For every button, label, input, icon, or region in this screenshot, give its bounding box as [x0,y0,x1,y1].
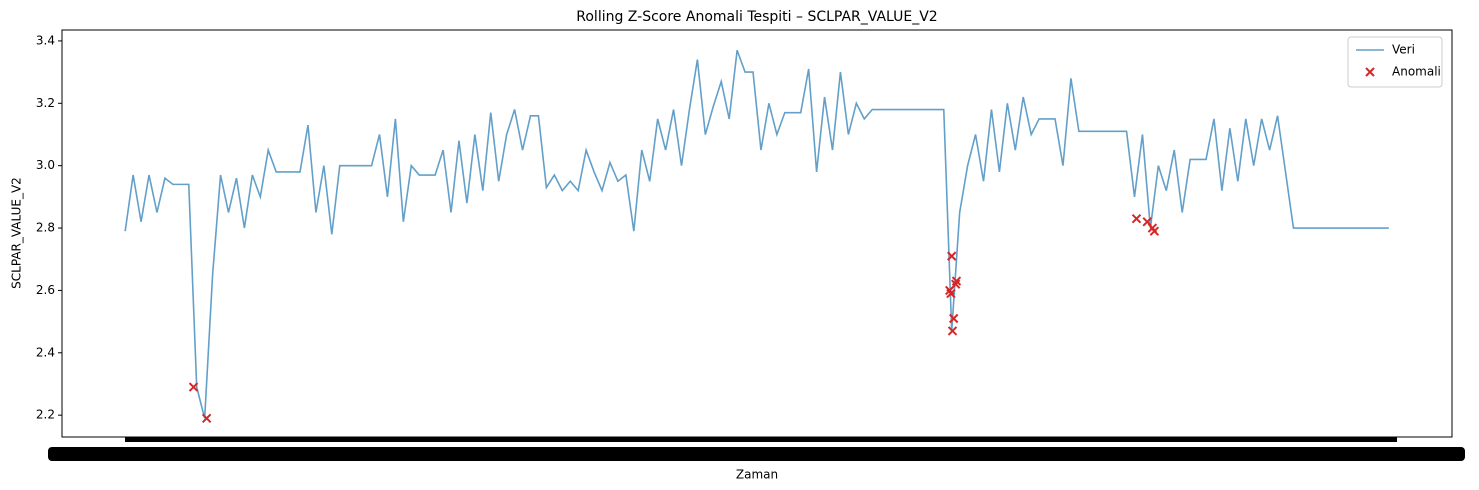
y-tick-label: 2.2 [36,408,55,422]
y-tick-label: 3.2 [36,96,55,110]
axes-frame [61,29,1453,438]
y-tick-label: 2.8 [36,221,55,235]
y-tick-label: 2.4 [36,345,55,359]
chart-title: Rolling Z-Score Anomali Tespiti – SCLPAR… [576,9,937,25]
data-line [124,49,1389,419]
anomaly-marker [951,276,962,286]
x-tick-labels-overlapped [48,447,1465,461]
plot-area [124,49,1389,423]
anomaly-marker [188,382,199,392]
anomaly-marker [201,413,212,423]
anomaly-marker [947,251,957,261]
legend-label: Veri [1392,43,1415,57]
y-tick-label: 2.6 [36,283,55,297]
anomaly-marker [946,288,956,299]
y-tick-label: 3.0 [36,158,55,172]
anomaly-marker [948,313,959,324]
x-axis-label: Zaman [736,468,778,482]
legend-label: Anomali [1392,65,1441,79]
anomaly-marker [1149,226,1160,236]
anomaly-marker [950,279,961,289]
y-tick-label: 3.4 [36,33,55,47]
anomaly-marker [1131,213,1142,224]
legend-marker [1365,67,1375,77]
y-axis-label: SCLPAR_VALUE_V2 [10,177,24,289]
x-tick-marks [125,437,1397,442]
anomaly-marker [947,326,958,336]
legend: Veri Anomali [1347,36,1443,88]
